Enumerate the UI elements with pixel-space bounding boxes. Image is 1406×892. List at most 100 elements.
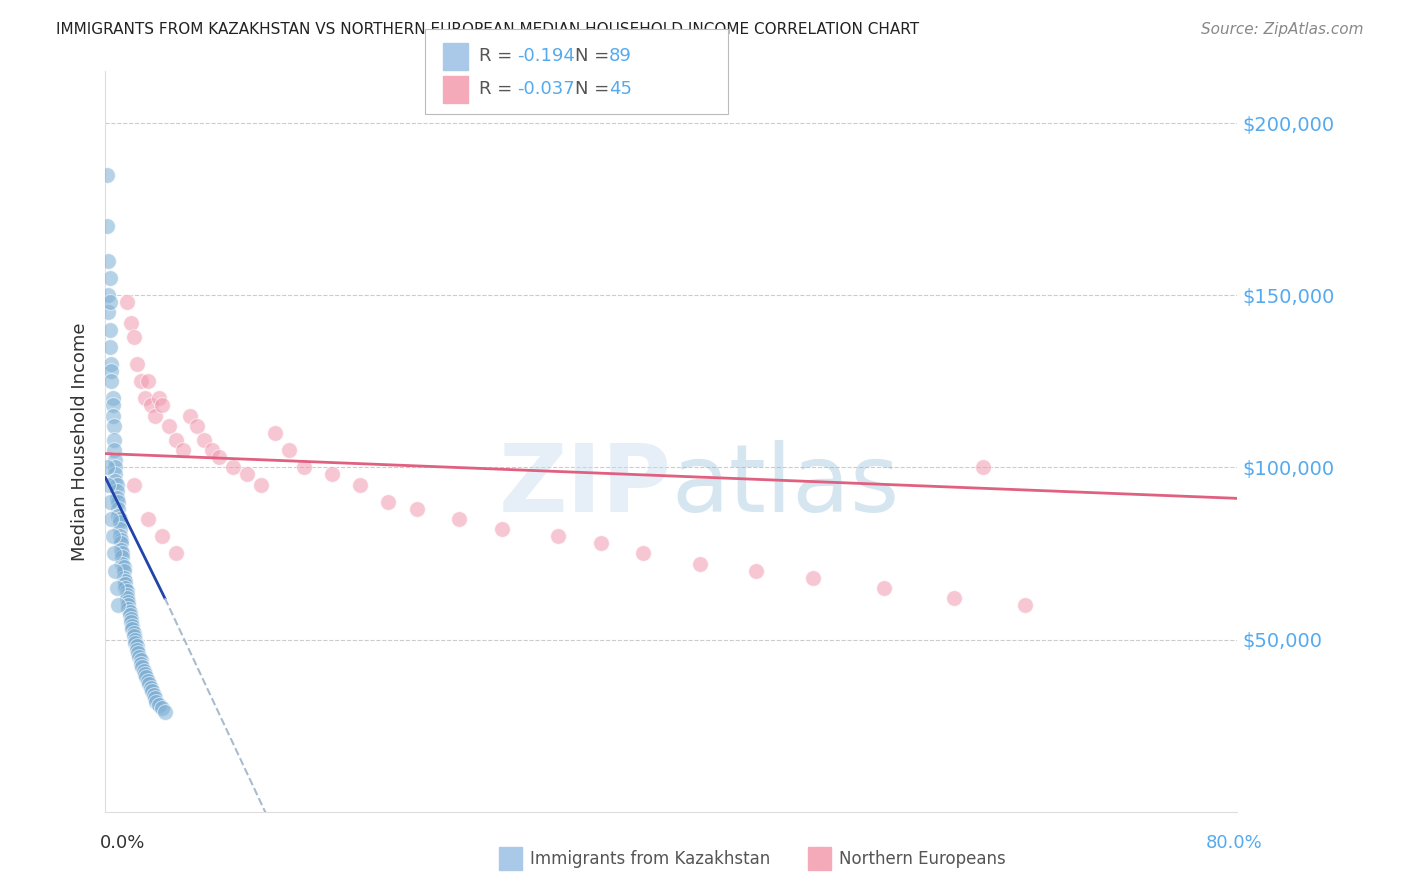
Point <box>139 681 162 695</box>
Point <box>105 581 128 595</box>
Point <box>98 323 121 337</box>
Text: R =: R = <box>479 47 519 65</box>
Point <box>112 564 135 578</box>
Point <box>631 546 654 560</box>
Point <box>122 329 145 343</box>
Point <box>118 605 141 619</box>
Point <box>104 564 127 578</box>
Point <box>122 625 145 640</box>
Text: Northern Europeans: Northern Europeans <box>839 849 1007 868</box>
Point <box>114 577 136 591</box>
Point <box>153 705 176 719</box>
Point <box>104 453 127 467</box>
Point <box>179 409 201 423</box>
Point <box>108 522 131 536</box>
Point <box>157 419 180 434</box>
Point <box>745 564 768 578</box>
Point <box>114 574 136 588</box>
Point <box>96 219 118 234</box>
Point <box>193 433 215 447</box>
Point <box>589 536 612 550</box>
Point <box>264 425 287 440</box>
Point <box>104 460 127 475</box>
Point <box>97 477 120 491</box>
Point <box>689 557 711 571</box>
Point <box>222 460 245 475</box>
Point <box>349 477 371 491</box>
Point <box>104 474 127 488</box>
Point <box>148 392 170 406</box>
Point <box>405 501 427 516</box>
Point <box>278 443 301 458</box>
Point <box>117 595 139 609</box>
Point <box>98 271 121 285</box>
Text: N =: N = <box>575 47 614 65</box>
Point <box>125 357 148 371</box>
Point <box>103 433 125 447</box>
Point <box>118 608 141 623</box>
Point <box>208 450 231 464</box>
Point <box>117 598 139 612</box>
Point <box>122 629 145 643</box>
Point <box>292 460 315 475</box>
Point <box>97 305 120 319</box>
Point <box>115 591 138 606</box>
Point <box>96 460 118 475</box>
Text: atlas: atlas <box>672 440 900 532</box>
Text: -0.194: -0.194 <box>517 47 575 65</box>
Point <box>110 533 132 547</box>
Point <box>120 612 142 626</box>
Point <box>236 467 259 482</box>
Point <box>150 701 173 715</box>
Point <box>136 512 159 526</box>
Point <box>150 398 173 412</box>
Point <box>101 392 124 406</box>
Point <box>125 640 148 654</box>
Point <box>105 477 128 491</box>
Point <box>143 691 166 706</box>
Point <box>150 529 173 543</box>
Point <box>132 664 155 678</box>
Point <box>801 570 824 584</box>
Text: IMMIGRANTS FROM KAZAKHSTAN VS NORTHERN EUROPEAN MEDIAN HOUSEHOLD INCOME CORRELAT: IMMIGRANTS FROM KAZAKHSTAN VS NORTHERN E… <box>56 22 920 37</box>
Point <box>105 491 128 506</box>
Point <box>108 529 131 543</box>
Point <box>98 495 121 509</box>
Point <box>129 374 152 388</box>
Y-axis label: Median Household Income: Median Household Income <box>72 322 90 561</box>
Point <box>145 694 167 708</box>
Point <box>107 508 129 523</box>
Point <box>111 546 134 560</box>
Point <box>111 557 134 571</box>
Point <box>107 501 129 516</box>
Point <box>98 295 121 310</box>
Point <box>128 649 150 664</box>
Point <box>136 673 159 688</box>
Point <box>250 477 273 491</box>
Point <box>449 512 471 526</box>
Text: ZIP: ZIP <box>499 440 672 532</box>
Point <box>114 581 136 595</box>
Point <box>101 529 124 543</box>
Point <box>96 168 118 182</box>
Point <box>108 516 131 530</box>
Point <box>100 374 122 388</box>
Point <box>1014 598 1036 612</box>
Point <box>124 632 146 647</box>
Point <box>134 667 156 681</box>
Point <box>200 443 222 458</box>
Point <box>131 660 153 674</box>
Point <box>120 615 142 630</box>
Point <box>148 698 170 712</box>
Point <box>117 601 139 615</box>
Point <box>136 374 159 388</box>
Point <box>377 495 399 509</box>
Point <box>101 409 124 423</box>
Point <box>103 419 125 434</box>
Point <box>112 570 135 584</box>
Point <box>122 477 145 491</box>
Point <box>141 684 163 698</box>
Text: R =: R = <box>479 80 519 98</box>
Text: 80.0%: 80.0% <box>1206 834 1263 852</box>
Point <box>110 536 132 550</box>
